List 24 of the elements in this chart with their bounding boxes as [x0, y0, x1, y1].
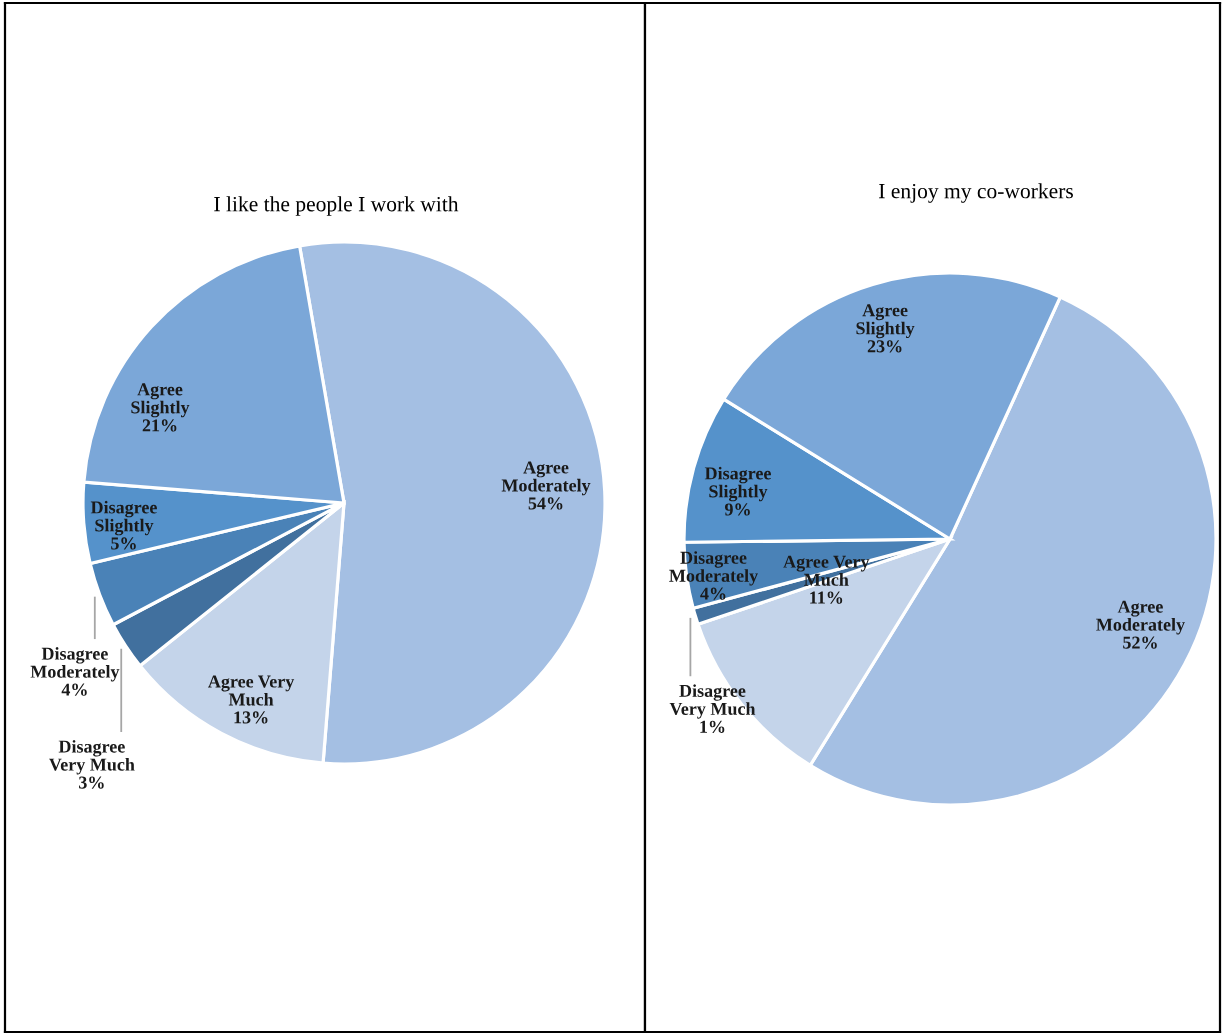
slice-label: Agree Very Much: [208, 675, 295, 706]
chart-title: I like the people I work with: [214, 196, 459, 216]
slice-label: Disagree Slightly: [704, 466, 771, 502]
data-label: 13%: [234, 711, 268, 724]
data-label: 21%: [142, 419, 177, 432]
data-label: 23%: [867, 340, 902, 353]
slice-label: Disagree Moderately: [30, 647, 120, 682]
data-label: 1%: [700, 720, 725, 733]
chart-title: I enjoy my co-workers: [879, 183, 1073, 203]
data-label: 9%: [724, 503, 750, 516]
slice-label: Agree Slightly: [856, 304, 915, 339]
data-label: 52%: [1123, 636, 1157, 649]
slice-label: Disagree Very Much: [49, 739, 135, 775]
data-label: 3%: [79, 776, 104, 789]
slice-label: Disagree Very Much: [669, 684, 756, 719]
data-label: 54%: [528, 497, 563, 510]
data-label: 5%: [111, 537, 136, 550]
data-label: 4%: [700, 587, 726, 600]
data-label: 4%: [61, 683, 87, 696]
slice-label: Agree Slightly: [131, 383, 190, 418]
slice-label: Agree Moderately: [1096, 600, 1185, 635]
slice-label: Disagree Slightly: [90, 500, 157, 536]
data-label: 11%: [810, 591, 843, 604]
slice-label: Agree Moderately: [501, 461, 591, 496]
